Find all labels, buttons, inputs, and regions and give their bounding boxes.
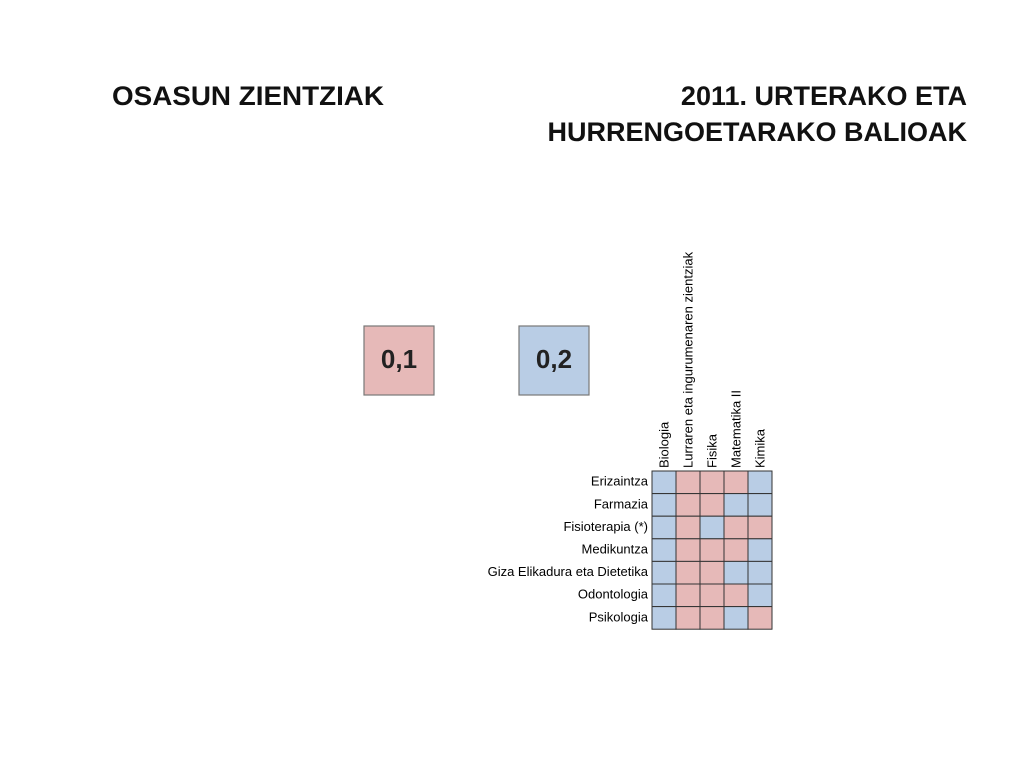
row-label: Erizaintza <box>591 474 649 489</box>
cell <box>699 515 725 540</box>
cell <box>675 493 701 517</box>
cell <box>723 606 749 630</box>
cell <box>747 538 773 562</box>
right-title: HURRENGOETARAKO BALIOAK <box>548 117 968 147</box>
cell <box>723 538 749 562</box>
legend-label: 0,2 <box>536 344 572 374</box>
row-label: Odontologia <box>578 587 649 602</box>
column-header: Lurraren eta ingurumenaren zientziak <box>680 251 695 468</box>
row-label: Fisioterapia (*) <box>563 519 648 534</box>
column-header: Matematika II <box>728 390 743 468</box>
cell <box>747 560 773 585</box>
column-header: Biologia <box>656 421 671 468</box>
cell <box>723 583 749 608</box>
row-label: Giza Elikadura eta Dietetika <box>488 564 649 579</box>
row-label: Medikuntza <box>582 542 649 557</box>
cell <box>675 606 701 630</box>
cell <box>723 493 749 517</box>
legend-box <box>518 325 590 396</box>
column-header: Kimika <box>752 428 767 468</box>
cell <box>699 606 725 630</box>
cell <box>675 583 701 608</box>
cell <box>651 583 677 608</box>
cell <box>699 470 725 495</box>
cell <box>747 470 773 495</box>
cell <box>747 583 773 608</box>
cell <box>723 515 749 540</box>
row-label: Farmazia <box>594 496 649 511</box>
cell <box>747 493 773 517</box>
left-title: OSASUN ZIENTZIAK <box>112 81 385 111</box>
cell <box>675 470 701 495</box>
cell <box>699 560 725 585</box>
cell <box>723 560 749 585</box>
cell <box>747 515 773 540</box>
legend-label: 0,1 <box>381 344 417 374</box>
cell <box>699 583 725 608</box>
column-header: Fisika <box>704 433 719 468</box>
cell <box>651 470 677 495</box>
cell <box>651 493 677 517</box>
cell <box>675 515 701 540</box>
cell <box>651 560 677 585</box>
cell <box>723 470 749 495</box>
cell <box>675 560 701 585</box>
legend-box <box>363 325 435 396</box>
cell <box>651 606 677 630</box>
cell <box>675 538 701 562</box>
cell <box>651 538 677 562</box>
row-label: Psikologia <box>589 609 649 624</box>
cell <box>699 493 725 517</box>
right-title: 2011. URTERAKO ETA <box>681 81 967 111</box>
cell <box>699 538 725 562</box>
cell <box>747 606 773 630</box>
cell <box>651 515 677 540</box>
